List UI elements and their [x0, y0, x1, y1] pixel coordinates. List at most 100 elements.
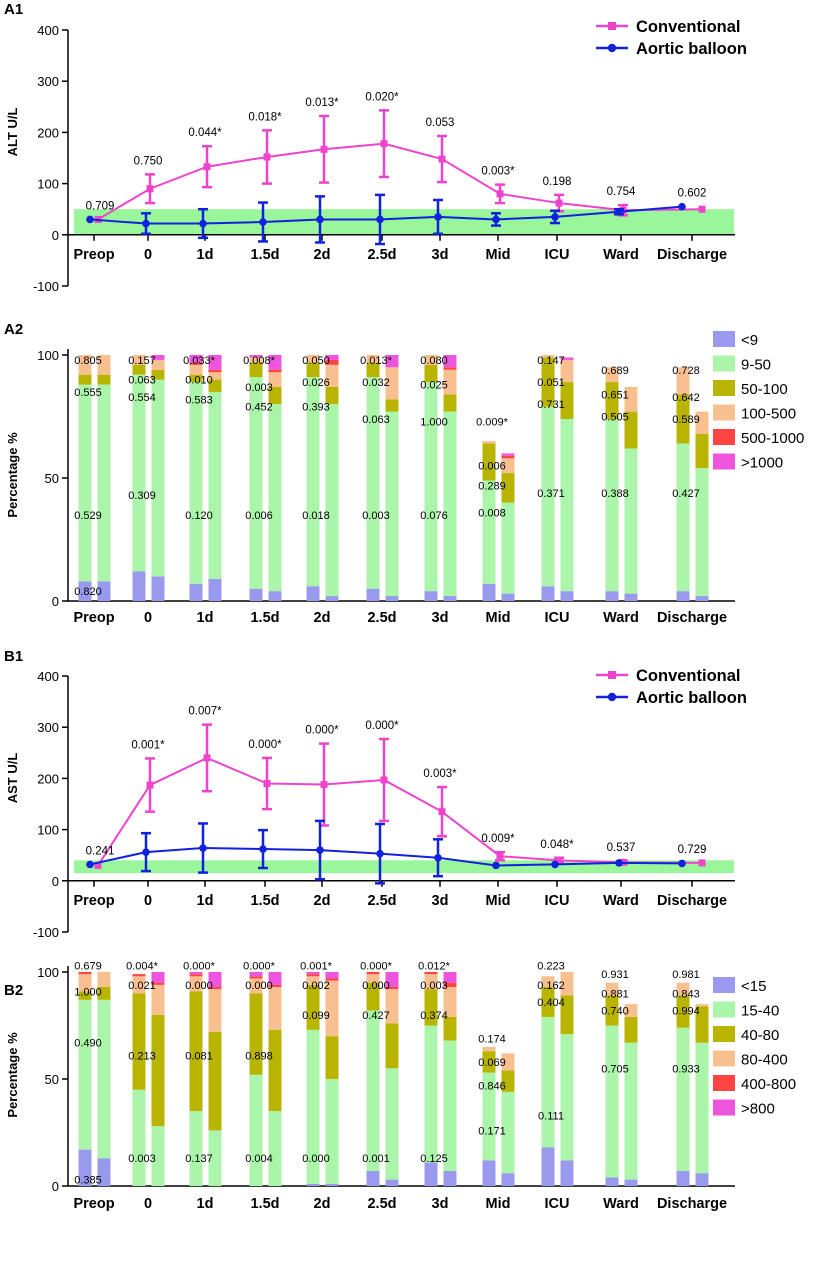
bar-value-label: 0.555	[74, 387, 102, 399]
bar-segment-500-1000	[325, 359, 339, 365]
bar-value-label: 0.843	[672, 988, 700, 1000]
y-tick-label: 300	[37, 74, 59, 89]
bar-value-label: 0.000	[302, 1153, 330, 1165]
bar-value-label: 0.309	[128, 490, 156, 502]
bar-segment-9	[208, 578, 222, 601]
bar-segment-15	[501, 1173, 515, 1186]
legend-swatch	[713, 1026, 735, 1042]
data-point-aortic-balloon	[678, 859, 686, 868]
x-tick-label: 2.5d	[367, 1196, 396, 1212]
bar-segment-50-100	[208, 379, 222, 392]
bar-segment-40-80	[424, 989, 438, 1026]
bar-value-label: 0.679	[74, 961, 102, 973]
bar-value-label: 0.125	[420, 1153, 448, 1165]
x-tick-label: 0	[144, 1196, 152, 1212]
p-value-label: 0.754	[607, 186, 636, 198]
bar-value-label: 0.404	[537, 997, 565, 1009]
bar-value-label: 0.846	[478, 1080, 506, 1092]
y-axis-label: Percentage %	[5, 1032, 20, 1118]
bar-segment-80-400	[306, 976, 320, 985]
data-point-aortic-balloon	[316, 215, 324, 224]
bar-segment-9-50	[325, 404, 339, 597]
bar-segment-100-500	[424, 355, 438, 365]
panel-label-b2: B2	[4, 982, 23, 999]
bar-value-label: 0.008*	[243, 355, 276, 367]
bar-segment-80-400	[695, 1004, 709, 1007]
bar-value-label: 0.554	[128, 392, 156, 404]
bar-value-label: 0.081	[185, 1050, 213, 1062]
bar-segment-80-400	[424, 974, 438, 990]
bar-value-label: 0.009*	[476, 416, 509, 428]
legend-label-aortic-balloon: Aortic balloon	[636, 689, 747, 707]
series-line-conventional	[97, 142, 703, 221]
bar-value-label: 0.705	[601, 1063, 629, 1075]
bar-segment-9	[482, 583, 496, 601]
data-point-conventional	[263, 780, 271, 788]
x-tick-label: Preop	[73, 610, 114, 626]
bar-segment-15-40	[385, 1068, 399, 1180]
bar-value-label: 0.051	[537, 377, 565, 389]
bar-segment-100-500	[208, 372, 222, 380]
data-point-aortic-balloon	[678, 202, 686, 211]
data-point-aortic-balloon	[376, 849, 384, 858]
y-tick-label: 100	[37, 823, 59, 838]
data-point-aortic-balloon	[551, 860, 559, 869]
bar-value-label: 0.018	[302, 510, 330, 522]
bar-segment-100-500	[695, 411, 709, 434]
bar-segment-80-400	[208, 989, 222, 1032]
data-point-conventional	[380, 776, 388, 784]
bar-value-label: 0.069	[478, 1057, 506, 1069]
legend-swatch	[713, 331, 735, 347]
bar-segment-9-50	[560, 418, 574, 592]
bar-segment-400-800	[249, 976, 263, 979]
bar-segment-15-40	[132, 1089, 146, 1186]
bar-segment-80-400	[325, 980, 339, 1037]
bar-value-label: 0.008	[478, 507, 506, 519]
bar-value-label: 0.026	[302, 377, 330, 389]
bar-segment-50-100	[268, 386, 282, 405]
x-tick-label: Discharge	[657, 247, 727, 263]
bar-segment-50-100	[482, 443, 496, 481]
x-tick-label: 2.5d	[367, 893, 396, 909]
bar-segment-40-80	[385, 1023, 399, 1069]
bar-value-label: 0.427	[672, 488, 700, 500]
data-point-aortic-balloon	[86, 215, 94, 224]
bar-value-label: 0.063	[128, 375, 156, 387]
y-tick-label: 50	[45, 471, 59, 486]
bar-value-label: 0.931	[601, 969, 629, 981]
bar-segment-80-400	[97, 972, 111, 987]
data-point-conventional	[203, 163, 211, 171]
bar-segment-100-500	[624, 386, 638, 412]
x-tick-label: Discharge	[657, 1196, 727, 1212]
panel-label-b1: B1	[4, 648, 23, 665]
bar-segment-1000	[151, 355, 165, 360]
bar-value-label: 0.371	[537, 488, 565, 500]
x-tick-label: Ward	[603, 893, 639, 909]
bar-value-label: 0.740	[601, 1006, 629, 1018]
data-point-aortic-balloon	[316, 846, 324, 854]
x-tick-label: 1d	[197, 610, 214, 626]
bar-segment-9-50	[482, 480, 496, 584]
bar-segment-40-80	[482, 1051, 496, 1073]
data-point-conventional	[146, 185, 154, 193]
bar-segment-50-100	[132, 364, 146, 375]
p-value-label: 0.198	[543, 176, 572, 188]
bar-segment-100-500	[325, 364, 339, 387]
data-point-aortic-balloon	[199, 219, 207, 228]
bar-segment-40-80	[97, 986, 111, 1000]
bar-value-label: 0.099	[302, 1010, 330, 1022]
bar-segment-9-50	[385, 411, 399, 597]
bar-value-label: 0.012*	[418, 961, 451, 973]
legend-label-conventional: Conventional	[636, 667, 741, 685]
bar-segment-500-1000	[268, 369, 282, 373]
x-tick-label: Discharge	[657, 893, 727, 909]
bar-value-label: 0.162	[537, 980, 565, 992]
data-point-aortic-balloon	[259, 845, 267, 853]
y-tick-label: 200	[37, 771, 59, 786]
bar-segment-50-100	[78, 374, 92, 385]
legend-label-conventional: Conventional	[636, 18, 741, 36]
bar-segment-15	[78, 1149, 92, 1186]
y-axis-label: ALT U/L	[5, 108, 20, 157]
bar-segment-500-1000	[208, 369, 222, 373]
bar-value-label: 0.063	[362, 414, 390, 426]
